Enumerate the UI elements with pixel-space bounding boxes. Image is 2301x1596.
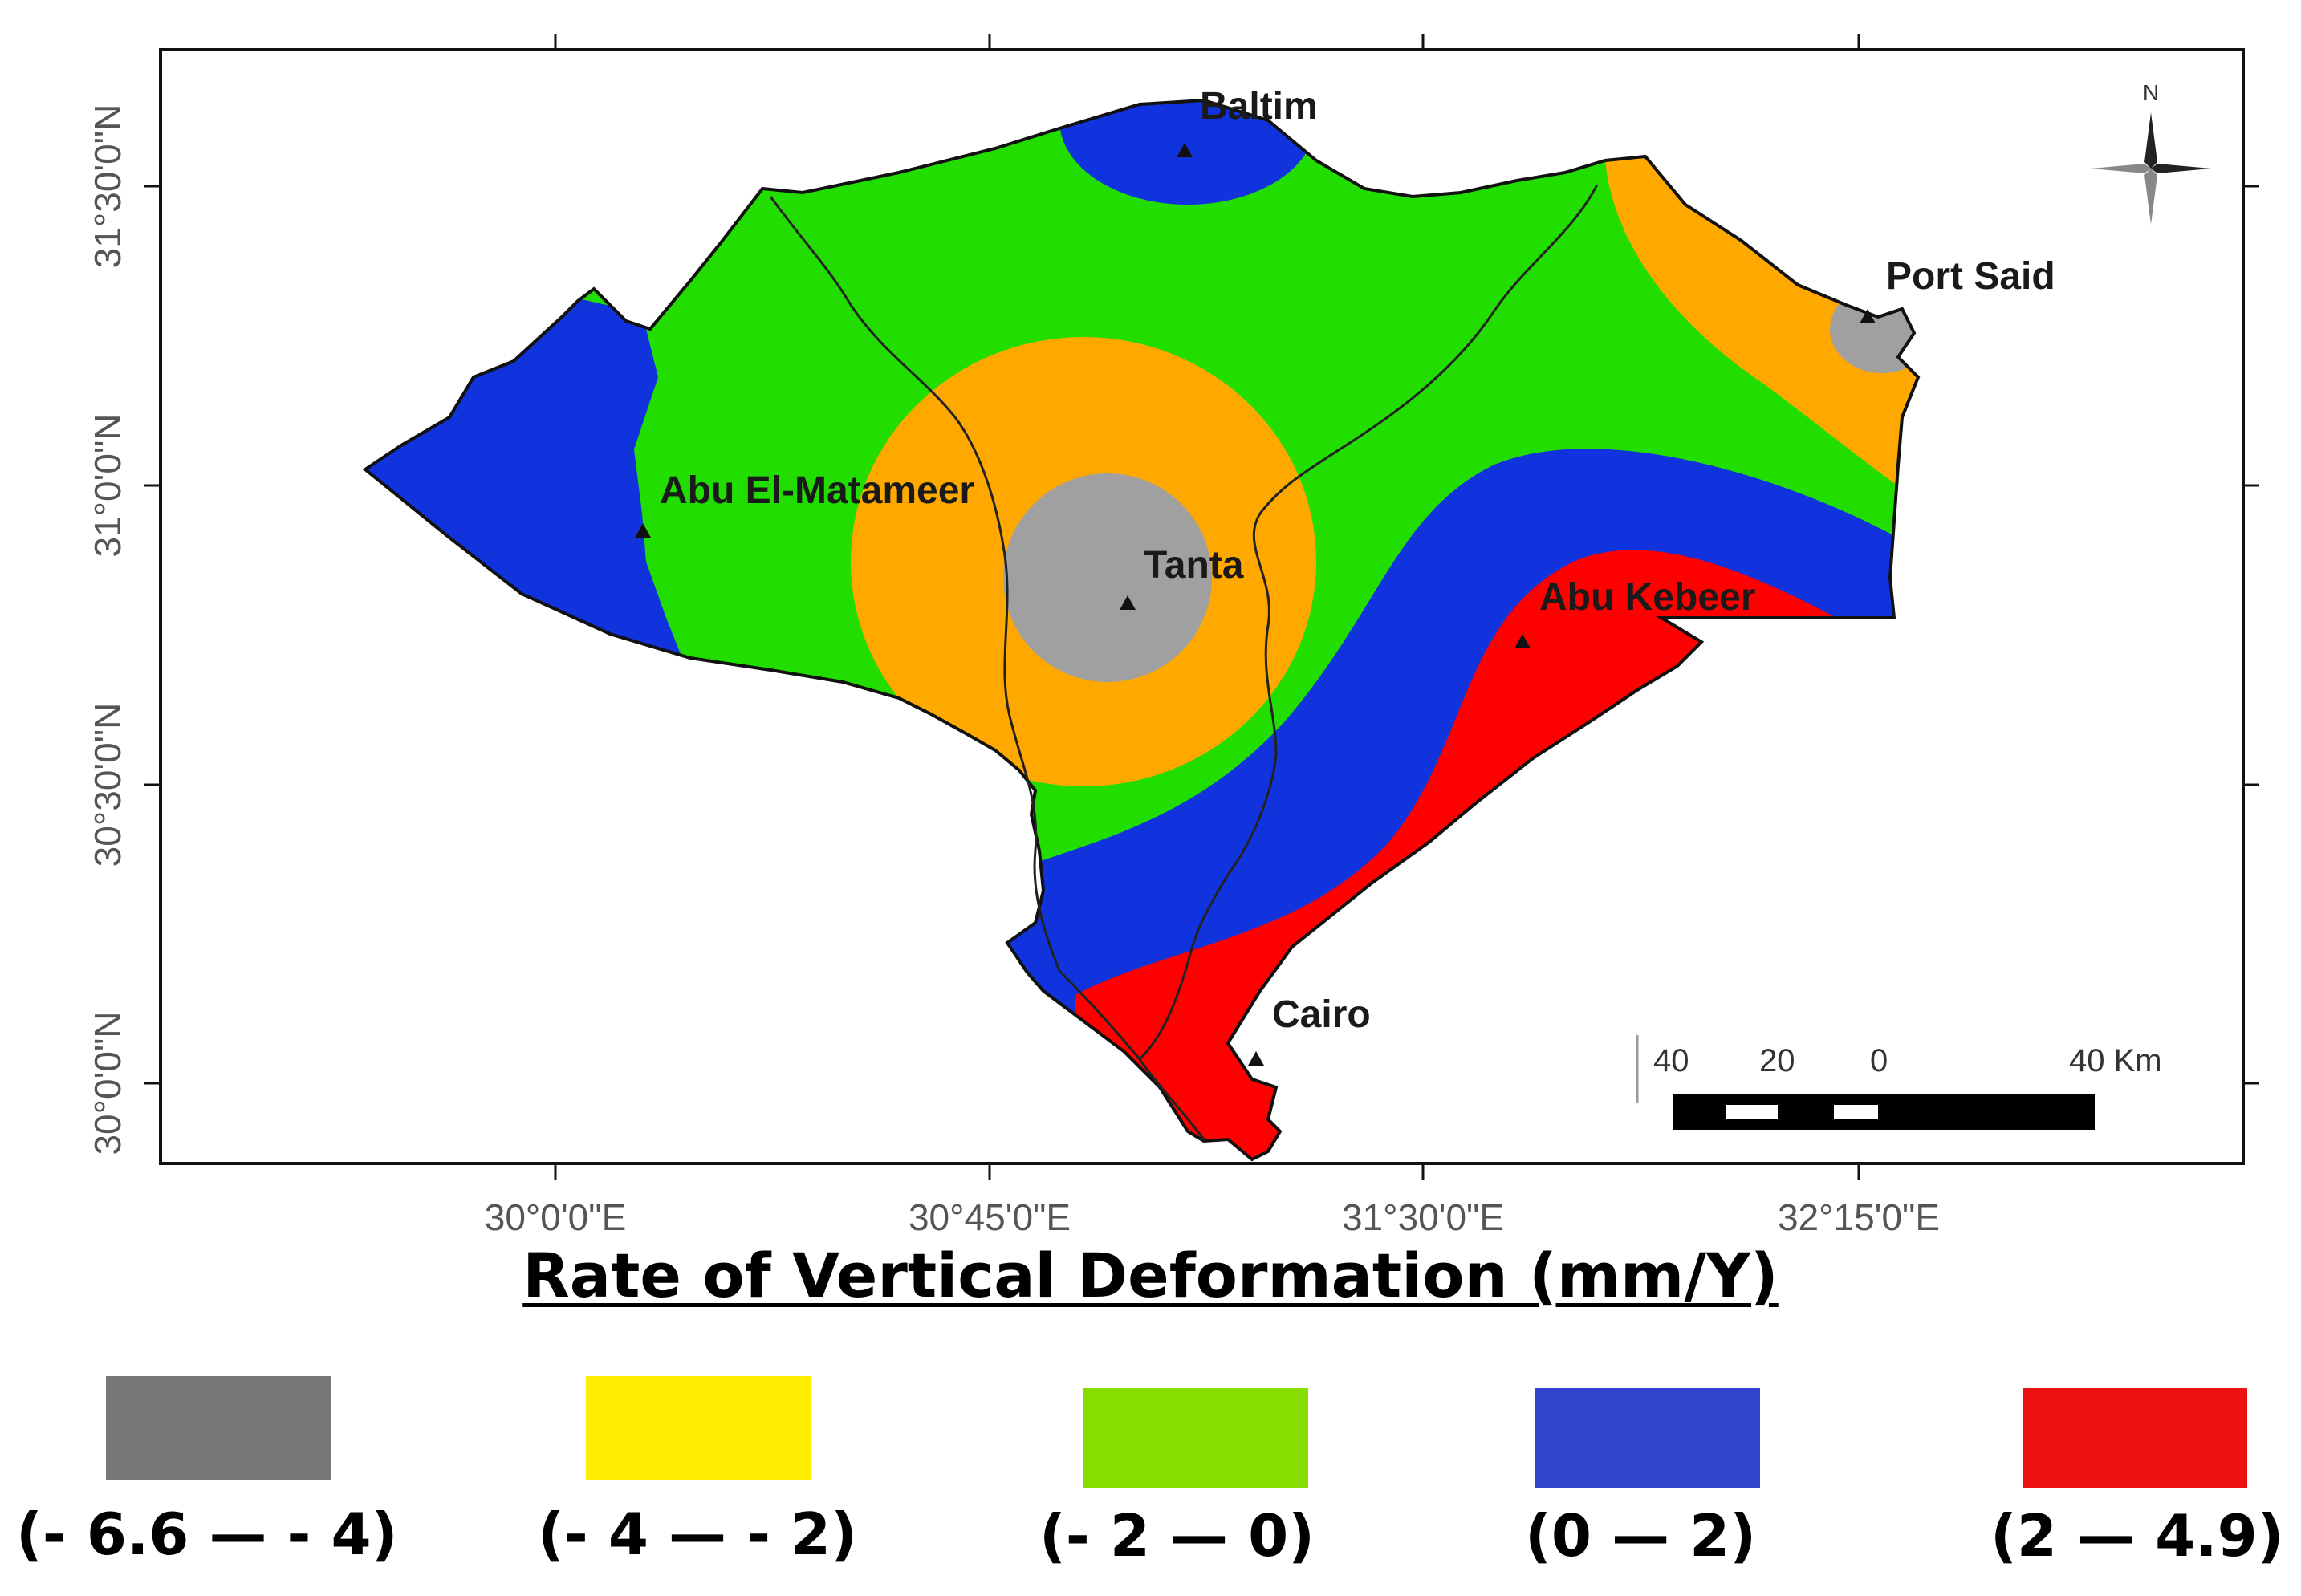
lat-label-30-00: 30°0'0"N [87,1011,128,1155]
city-label-port-said: Port Said [1886,255,2055,298]
legend-label: (- 4 — - 2) [538,1501,858,1568]
lon-label-30-45: 30°45'0"E [909,1196,1071,1238]
legend-label: (0 — 2) [1525,1502,1757,1570]
delta-outline [362,98,1921,1162]
city-port-said: Port Said [1860,255,2055,323]
city-baltim: Baltim [1177,85,1318,157]
scale-label-20: 20 [1759,1043,1795,1078]
legend-swatch-blue [1535,1388,1760,1488]
legend-label: (2 — 4.9) [1990,1502,2284,1570]
city-label-baltim: Baltim [1200,85,1318,128]
lon-label-31-30: 31°30'0"E [1342,1196,1504,1238]
triangle-icon [1248,1051,1264,1066]
legend-swatch-red [2023,1388,2247,1488]
lat-label-31-30: 31°30'0"N [87,104,128,269]
lat-label-31-00: 31°0'0"N [87,413,128,557]
triangle-icon [1120,595,1136,610]
triangle-icon [1514,634,1531,648]
lat-label-30-30: 30°30'0"N [87,703,128,867]
city-label-abu-kebeer: Abu Kebeer [1539,576,1755,619]
city-cairo: Cairo [1248,993,1371,1066]
graticule-ticks [144,34,2259,1180]
city-label-tanta: Tanta [1144,544,1244,587]
legend-title: Rate of Vertical Deformation (mm/Y) [522,1240,1779,1311]
city-label-abu-el-matameer: Abu El-Matameer [660,469,974,512]
legend-label: (- 2 — 0) [1039,1502,1315,1570]
lon-label-30-00: 30°0'0"E [485,1196,627,1238]
scale-bar: 40 20 0 40 Km [1636,1035,2162,1130]
city-abu-el-matameer: Abu El-Matameer [635,469,974,538]
nile-branches [769,184,1599,1140]
legend-swatch-gray [106,1376,331,1480]
city-tanta: Tanta [1120,544,1244,610]
city-abu-kebeer: Abu Kebeer [1514,576,1755,648]
zone-blue-baltim [1059,100,1316,205]
scale-label-0: 0 [1870,1043,1888,1078]
triangle-icon [1177,143,1193,157]
legend-swatch-green [1083,1388,1308,1488]
triangle-icon [635,523,651,538]
scale-label-40km: 40 Km [2069,1043,2162,1078]
triangle-icon [1860,309,1876,323]
legend-swatch-yellow [586,1376,811,1480]
lon-label-32-15: 32°15'0"E [1778,1196,1940,1238]
north-arrow-icon: N [2091,80,2211,225]
city-label-cairo: Cairo [1272,993,1371,1036]
scale-label-40: 40 [1653,1043,1689,1078]
north-label: N [2143,80,2159,105]
legend-label: (- 6.6 — - 4) [16,1501,398,1568]
zone-gray-tanta [1003,473,1212,682]
